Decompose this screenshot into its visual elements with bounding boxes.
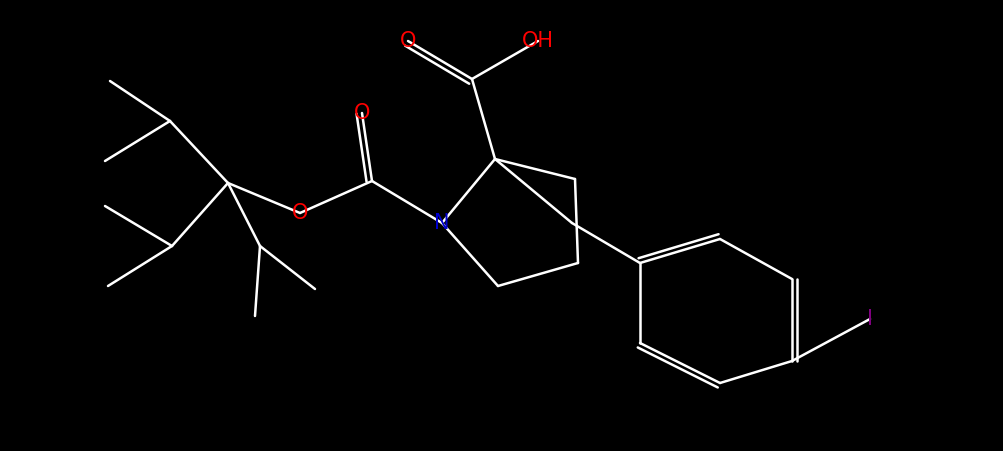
Text: N: N: [434, 213, 449, 233]
Text: O: O: [399, 31, 416, 51]
Text: O: O: [292, 203, 308, 223]
Text: OH: OH: [522, 31, 554, 51]
Text: O: O: [353, 103, 370, 123]
Text: I: I: [867, 309, 873, 329]
